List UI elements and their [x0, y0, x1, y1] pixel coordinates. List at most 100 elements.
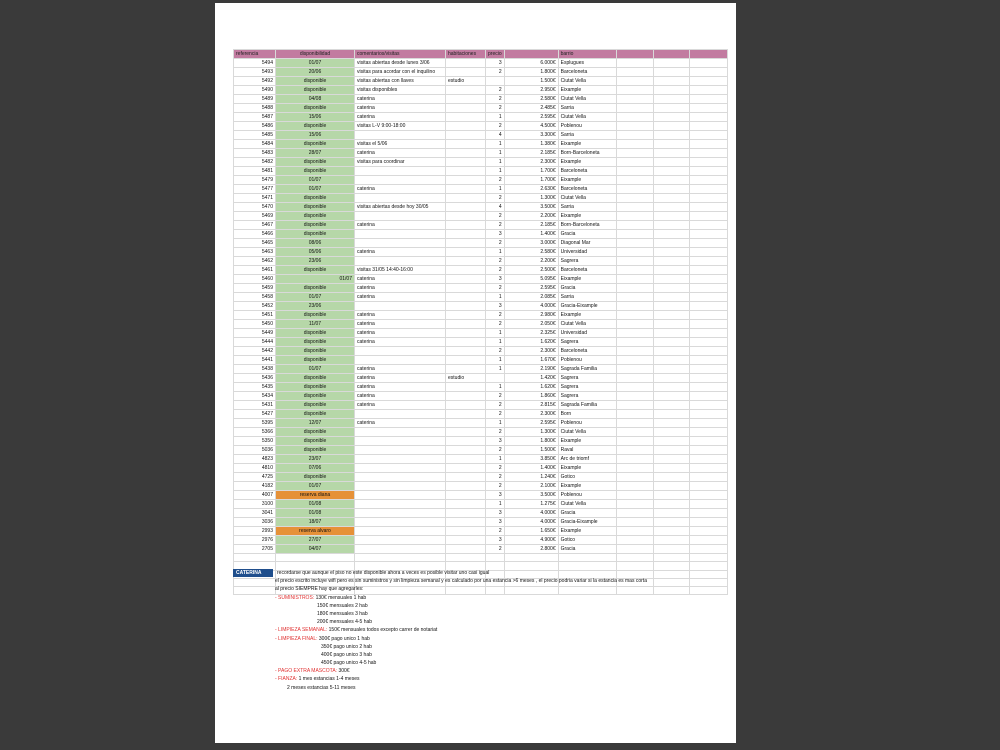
empty-cell: [615, 76, 654, 86]
barrio-cell: Eixample: [557, 139, 617, 149]
habitaciones-cell: [445, 481, 486, 491]
disponibilidad-cell: 12/07: [275, 418, 355, 428]
empty-cell: [615, 220, 654, 230]
empty-cell: [688, 561, 728, 571]
empty-cell: [233, 552, 276, 563]
empty-cell: [652, 283, 690, 293]
disponibilidad-cell: disponible: [275, 220, 355, 230]
precio-cell: 1.700€: [503, 175, 559, 185]
empty-cell: [354, 552, 446, 563]
disponibilidad-cell: disponible: [275, 229, 355, 239]
comentarios-cell: visitas disponibles: [354, 85, 446, 95]
empty-cell: [445, 552, 486, 563]
table-row: 5450 11/07 caterina 2 2.050€ Ciutat Vella: [233, 319, 728, 329]
precio-cell: 2.580€: [503, 247, 559, 257]
empty-cell: [652, 454, 690, 464]
empty-cell: [652, 346, 690, 356]
empty-cell: [652, 310, 690, 320]
disponibilidad-cell: disponible: [275, 265, 355, 275]
disponibilidad-cell: disponible: [275, 373, 355, 383]
precio-hab-cell: 1: [485, 247, 505, 257]
disponibilidad-cell: reserva diana: [275, 490, 355, 500]
column-header: disponibilidad: [275, 49, 355, 59]
precio-hab-cell: 2: [485, 310, 505, 320]
referencia-cell: 5462: [233, 256, 276, 266]
limpieza-semanal-label: - LIMPIEZA SEMANAL:: [275, 627, 328, 634]
comentarios-cell: visitas para coordinar: [354, 157, 446, 167]
note-line: 450€ pago unico 4-5 hab: [321, 660, 377, 667]
comentarios-cell: [354, 490, 446, 500]
empty-cell: [615, 499, 654, 509]
referencia-cell: 5494: [233, 58, 276, 68]
empty-cell: [652, 544, 690, 554]
habitaciones-cell: [445, 247, 486, 257]
comentarios-cell: visitas abiertas con llaves: [354, 76, 446, 86]
comentarios-cell: [354, 256, 446, 266]
barrio-cell: Sarria: [557, 103, 617, 113]
empty-cell: [615, 490, 654, 500]
precio-cell: 2.595€: [503, 112, 559, 122]
comentarios-cell: visitas abiertas desde hoy 30/05: [354, 202, 446, 212]
disponibilidad-cell: disponible: [275, 166, 355, 176]
referencia-cell: 5450: [233, 319, 276, 329]
comentarios-cell: [354, 211, 446, 221]
empty-cell: [615, 193, 654, 203]
empty-cell: [615, 238, 654, 248]
column-header: [652, 49, 690, 59]
note-line: 350€ pago unico 2 hab: [321, 643, 372, 650]
habitaciones-cell: [445, 112, 486, 122]
table-row: 5483 28/07 caterina 1 2.185€ Born-Barceloneta: [233, 148, 728, 158]
disponibilidad-cell: disponible: [275, 409, 355, 419]
comentarios-cell: caterina: [354, 337, 446, 347]
disponibilidad-cell: 01/07: [275, 175, 355, 185]
habitaciones-cell: [445, 157, 486, 167]
barrio-cell: Ciutat Vella: [557, 112, 617, 122]
disponibilidad-cell: 18/07: [275, 517, 355, 527]
precio-hab-cell: 3: [485, 436, 505, 446]
referencia-cell: 5434: [233, 391, 276, 401]
note-line: el precio escrito incluye wifi pero es s…: [275, 578, 647, 585]
empty-cell: [652, 373, 690, 383]
precio-hab-cell: 2: [485, 319, 505, 329]
empty-cell: [615, 112, 654, 122]
referencia-cell: 5444: [233, 337, 276, 347]
precio-hab-cell: 1: [485, 157, 505, 167]
referencia-cell: 5466: [233, 229, 276, 239]
empty-cell: [688, 328, 728, 338]
barrio-cell: Gracia-Eixample: [557, 301, 617, 311]
habitaciones-cell: [445, 175, 486, 185]
precio-hab-cell: 2: [485, 85, 505, 95]
empty-cell: [688, 256, 728, 266]
precio-cell: 1.500€: [503, 76, 559, 86]
empty-cell: [652, 175, 690, 185]
empty-cell: [615, 319, 654, 329]
precio-hab-cell: 1: [485, 112, 505, 122]
referencia-cell: 5458: [233, 292, 276, 302]
barrio-cell: Born-Barceloneta: [557, 220, 617, 230]
precio-hab-cell: 2: [485, 472, 505, 482]
empty-cell: [652, 184, 690, 194]
precio-cell: 2.190€: [503, 364, 559, 374]
disponibilidad-cell: 01/07: [275, 274, 355, 284]
disponibilidad-cell: disponible: [275, 346, 355, 356]
barrio-cell: Sagrada Familia: [557, 400, 617, 410]
empty-cell: [652, 103, 690, 113]
empty-cell: [615, 157, 654, 167]
disponibilidad-cell: 01/07: [275, 364, 355, 374]
empty-cell: [615, 229, 654, 239]
precio-hab-cell: 2: [485, 211, 505, 221]
empty-cell: [445, 586, 486, 596]
referencia-cell: 5483: [233, 148, 276, 158]
empty-cell: [652, 229, 690, 239]
table-row: 5350 disponible 3 1.800€ Eixample: [233, 436, 728, 446]
disponibilidad-cell: 05/06: [275, 247, 355, 257]
table-row: 5438 01/07 caterina 1 2.190€ Sagrada Familia: [233, 364, 728, 374]
empty-cell: [688, 418, 728, 428]
habitaciones-cell: [445, 346, 486, 356]
table-row: 5366 disponible 2 1.300€ Ciutat Vella: [233, 427, 728, 437]
empty-cell: [652, 481, 690, 491]
disponibilidad-cell: 01/07: [275, 292, 355, 302]
habitaciones-cell: [445, 310, 486, 320]
column-header: referencia: [233, 49, 276, 59]
precio-hab-cell: 3: [485, 58, 505, 68]
